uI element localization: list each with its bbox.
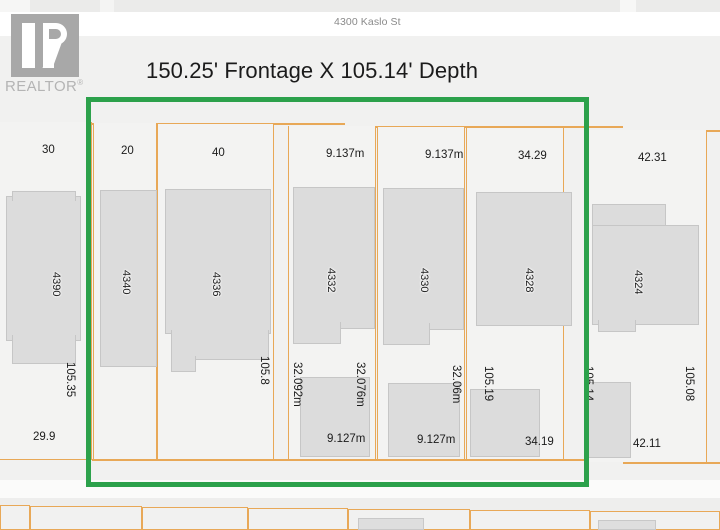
building-4330-rear-step <box>383 323 430 345</box>
realtor-wordmark-text: REALTOR <box>5 78 78 95</box>
lower-building <box>598 520 656 530</box>
parcel-4340-address: 4340 <box>120 270 132 295</box>
street-name-label: 4300 Kaslo St <box>334 16 401 28</box>
parcel-4332-side-dim-left: 32.092m <box>291 362 303 407</box>
garage-4332 <box>300 377 370 457</box>
parcel-4330-address: 4330 <box>418 268 430 293</box>
building-4390-bump <box>12 191 76 201</box>
lower-parcel[interactable] <box>470 510 590 530</box>
lower-parcel[interactable] <box>248 508 348 530</box>
parcel-4332-bottom-dim: 9.127m <box>327 433 366 445</box>
realtor-logo-r-counter <box>49 29 61 39</box>
parcel-4324-side-dim-right: 105.08 <box>683 366 695 402</box>
parcel-top-line <box>345 126 623 128</box>
parcel-4332-address: 4332 <box>325 268 337 293</box>
building-4390-rear <box>12 335 76 364</box>
garage-4328 <box>470 389 540 457</box>
parcel-4332-top-dim: 9.137m <box>326 148 365 160</box>
parcel-4328-side-dim: 105.19 <box>482 366 494 402</box>
parcel-4390-bottom-dim: 29.9 <box>33 431 56 443</box>
parcel-4336-side-dim: 105.8 <box>258 356 270 385</box>
top-notch-a <box>100 0 114 12</box>
parcel-4390-address: 4390 <box>50 272 62 297</box>
parcel-4330-side-dim-right: 32.06m <box>450 365 462 404</box>
registered-mark: ® <box>77 78 84 87</box>
building-4332-rear-step <box>293 322 341 344</box>
parcel-bottom-line <box>92 459 623 461</box>
parcel-4330-bottom-dim: 9.127m <box>417 434 456 446</box>
parcel-4330-top-dim: 9.137m <box>425 149 464 161</box>
top-notch-c <box>620 0 636 12</box>
building-4324-step <box>598 320 636 332</box>
building-4336-rear <box>171 330 269 360</box>
parcel-4328-top-dim: 34.29 <box>518 150 547 162</box>
background-band-top <box>0 0 720 12</box>
parcel-4324-address: 4324 <box>632 270 644 295</box>
parcel-4390-side-dim: 105.35 <box>64 362 76 398</box>
building-4324-main <box>592 225 699 325</box>
parcel-4324-top-dim: 42.31 <box>638 152 667 164</box>
parcel-4328-bottom-dim: 34.19 <box>525 436 554 448</box>
garage-4330 <box>388 383 460 457</box>
realtor-wordmark: REALTOR® <box>5 78 84 95</box>
building-4336 <box>165 189 271 334</box>
building-4390 <box>6 196 81 341</box>
street-band <box>0 12 720 36</box>
lower-parcel[interactable] <box>0 505 30 530</box>
parcel-4332-side-dim-right: 32.076m <box>354 362 366 407</box>
building-4340 <box>100 190 157 367</box>
realtor-watermark: REALTOR® <box>5 14 87 96</box>
page-title: 150.25' Frontage X 105.14' Depth <box>146 58 479 83</box>
building-4336-porch <box>171 356 196 372</box>
parcel-top-line <box>92 123 345 125</box>
building-4330 <box>383 188 464 330</box>
parcel-4324-side-dim-left: 105.14 <box>582 366 594 402</box>
top-notch-b <box>0 0 30 12</box>
lower-parcel[interactable] <box>30 506 142 530</box>
parcel-bottom-line <box>623 462 720 464</box>
parcel-4336-top-dim: 40 <box>212 147 225 159</box>
lower-building <box>358 518 424 530</box>
parcel-4340-top-dim: 20 <box>121 145 134 157</box>
realtor-logo-r-stem <box>43 23 54 68</box>
parcel-4324-bottom-dim: 42.11 <box>633 438 661 450</box>
parcel-4336-address: 4336 <box>210 272 222 297</box>
realtor-logo-bar <box>22 23 35 68</box>
parcel-4390-top-dim: 30 <box>42 144 55 156</box>
parcel-4328-address: 4328 <box>523 268 535 293</box>
lower-parcel[interactable] <box>142 507 248 530</box>
building-4332 <box>293 187 375 329</box>
building-4328 <box>476 192 572 326</box>
lane-band <box>0 480 720 498</box>
